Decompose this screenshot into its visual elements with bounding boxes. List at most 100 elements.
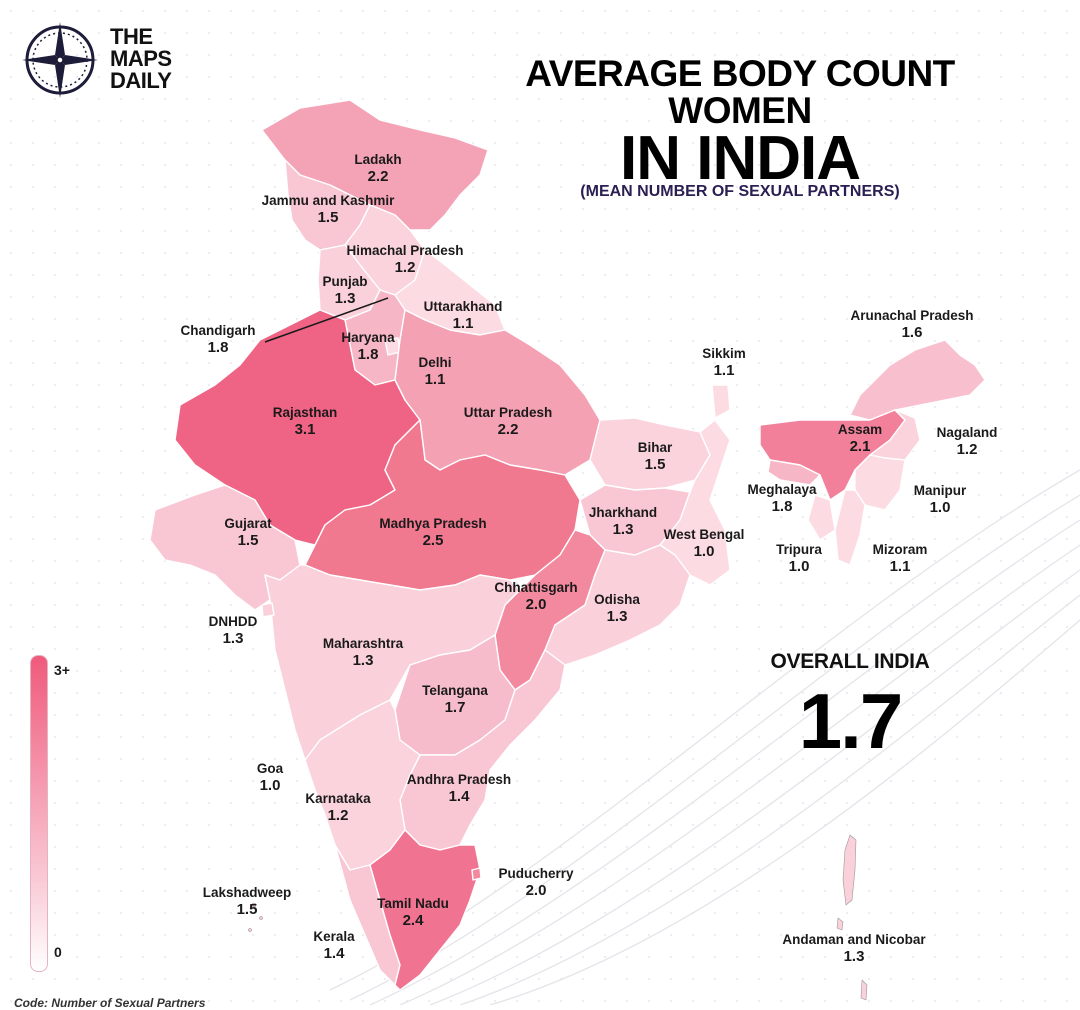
region-tamil-nadu (369, 829, 481, 991)
region-value: 1.3 (606, 608, 628, 625)
region-label-chhattisgarh: Chhattisgarh 2.0 (494, 580, 577, 614)
region-value: 1.3 (612, 521, 634, 538)
region-arunachal (849, 339, 986, 421)
region-label-lakshadweep: Lakshadweep 1.5 (203, 885, 292, 919)
region-value: 1.1 (452, 315, 474, 332)
brand-line-3: DAILY (110, 68, 172, 93)
region-manipur (854, 454, 906, 511)
region-name: Haryana (341, 330, 395, 345)
region-label-ladakh: Ladakh 2.2 (354, 152, 401, 186)
region-label-dnhdd: DNHDD 1.3 (209, 614, 258, 648)
brand-line-2: MAPS (110, 46, 172, 71)
region-name: Himachal Pradesh (346, 243, 464, 258)
decorative-waves (329, 469, 1080, 1005)
region-label-gujarat: Gujarat 1.5 (224, 516, 271, 550)
region-karnataka (304, 699, 421, 871)
region-value: 3.1 (294, 421, 316, 438)
region-name: Bihar (637, 440, 673, 455)
region-value: 1.3 (843, 948, 865, 965)
region-value: 1.8 (357, 346, 379, 363)
region-value: 1.1 (424, 371, 446, 388)
region-label-andhra-pradesh: Andhra Pradesh 1.4 (407, 772, 511, 806)
region-label-assam: Assam 2.1 (838, 422, 882, 456)
region-dnhdd (261, 602, 275, 618)
region-value: 1.3 (222, 630, 244, 647)
title-line-2: WOMEN (668, 90, 812, 131)
region-label-madhya-pradesh: Madhya Pradesh 2.5 (379, 516, 486, 550)
region-name: Uttar Pradesh (463, 405, 553, 420)
region-value: 1.4 (448, 788, 470, 805)
region-name: Meghalaya (747, 482, 817, 497)
region-name: Nagaland (936, 425, 998, 440)
region-name: Tripura (776, 542, 822, 557)
region-value: 2.5 (422, 532, 444, 549)
region-label-goa: Goa 1.0 (257, 761, 283, 795)
title-line-1: AVERAGE BODY COUNT (525, 53, 955, 94)
region-puducherry (471, 867, 482, 881)
region-name: Andhra Pradesh (406, 772, 512, 787)
region-name: Jammu and Kashmir (261, 193, 395, 208)
region-value: 1.5 (317, 209, 339, 226)
region-name: Mizoram (872, 542, 928, 557)
region-value: 2.0 (525, 596, 547, 613)
region-label-sikkim: Sikkim 1.1 (702, 346, 746, 380)
map-subtitle: (MEAN NUMBER OF SEXUAL PARTNERS) (580, 183, 900, 200)
compass-icon (22, 22, 98, 98)
region-label-arunachal-pradesh: Arunachal Pradesh 1.6 (850, 308, 973, 342)
region-label-tripura: Tripura 1.0 (776, 542, 822, 576)
region-label-tamil-nadu: Tamil Nadu 2.4 (377, 896, 449, 930)
region-odisha (544, 544, 691, 666)
region-value: 1.0 (929, 499, 951, 516)
region-tripura (807, 494, 836, 541)
region-name: Rajasthan (272, 405, 338, 420)
region-name: Maharashtra (322, 636, 404, 651)
region-sikkim (711, 384, 731, 419)
overall-value: 1.7 (798, 677, 903, 765)
region-value: 1.5 (644, 456, 666, 473)
region-name: Puducherry (498, 866, 574, 881)
region-value: 1.3 (334, 290, 356, 307)
brand-logo: THE MAPS DAILY (20, 18, 190, 108)
region-label-andaman-and-nicobar: Andaman and Nicobar 1.3 (782, 932, 925, 966)
region-value: 1.8 (207, 339, 229, 356)
region-value: 2.0 (525, 882, 547, 899)
legend-color-bar (30, 655, 48, 972)
region-value: 2.4 (402, 912, 424, 929)
map-title: AVERAGE BODY COUNT WOMEN IN INDIA (520, 53, 960, 193)
region-name: Manipur (913, 483, 967, 498)
region-label-haryana: Haryana 1.8 (341, 330, 394, 364)
region-label-bihar: Bihar 1.5 (638, 440, 673, 474)
region-label-rajasthan: Rajasthan 3.1 (273, 405, 338, 439)
region-value: 1.8 (771, 498, 793, 515)
region-label-manipur: Manipur 1.0 (914, 483, 967, 517)
region-value: 1.7 (444, 699, 466, 716)
region-value: 1.2 (394, 259, 416, 276)
title-line-3: IN INDIA (620, 124, 861, 193)
region-label-maharashtra: Maharashtra 1.3 (323, 636, 403, 670)
region-value: 2.2 (367, 168, 389, 185)
region-name: Assam (837, 422, 883, 437)
overall-label: OVERALL INDIA (770, 650, 930, 673)
region-value: 1.6 (901, 324, 923, 341)
region-value: 1.4 (323, 945, 345, 962)
region-value: 1.1 (713, 362, 735, 379)
region-value: 2.2 (497, 421, 519, 438)
region-label-telangana: Telangana 1.7 (422, 683, 488, 717)
brand-name: THE MAPS DAILY (110, 26, 220, 92)
region-lakshadweep (248, 902, 263, 932)
region-value: 1.0 (693, 543, 715, 560)
region-value: 1.3 (352, 652, 374, 669)
region-name: Punjab (322, 274, 368, 289)
region-label-odisha: Odisha 1.3 (594, 592, 640, 626)
region-name: Telangana (422, 683, 488, 698)
region-name: West Bengal (663, 527, 745, 542)
region-name: Odisha (594, 592, 640, 607)
region-label-kerala: Kerala 1.4 (313, 929, 354, 963)
region-name: DNHDD (208, 614, 258, 629)
region-value: 1.0 (259, 777, 281, 794)
region-name: Karnataka (305, 791, 371, 806)
region-name: Tamil Nadu (377, 896, 449, 911)
region-value: 1.2 (956, 441, 978, 458)
region-label-puducherry: Puducherry 2.0 (498, 866, 573, 900)
legend-max-label: 3+ (54, 662, 70, 678)
